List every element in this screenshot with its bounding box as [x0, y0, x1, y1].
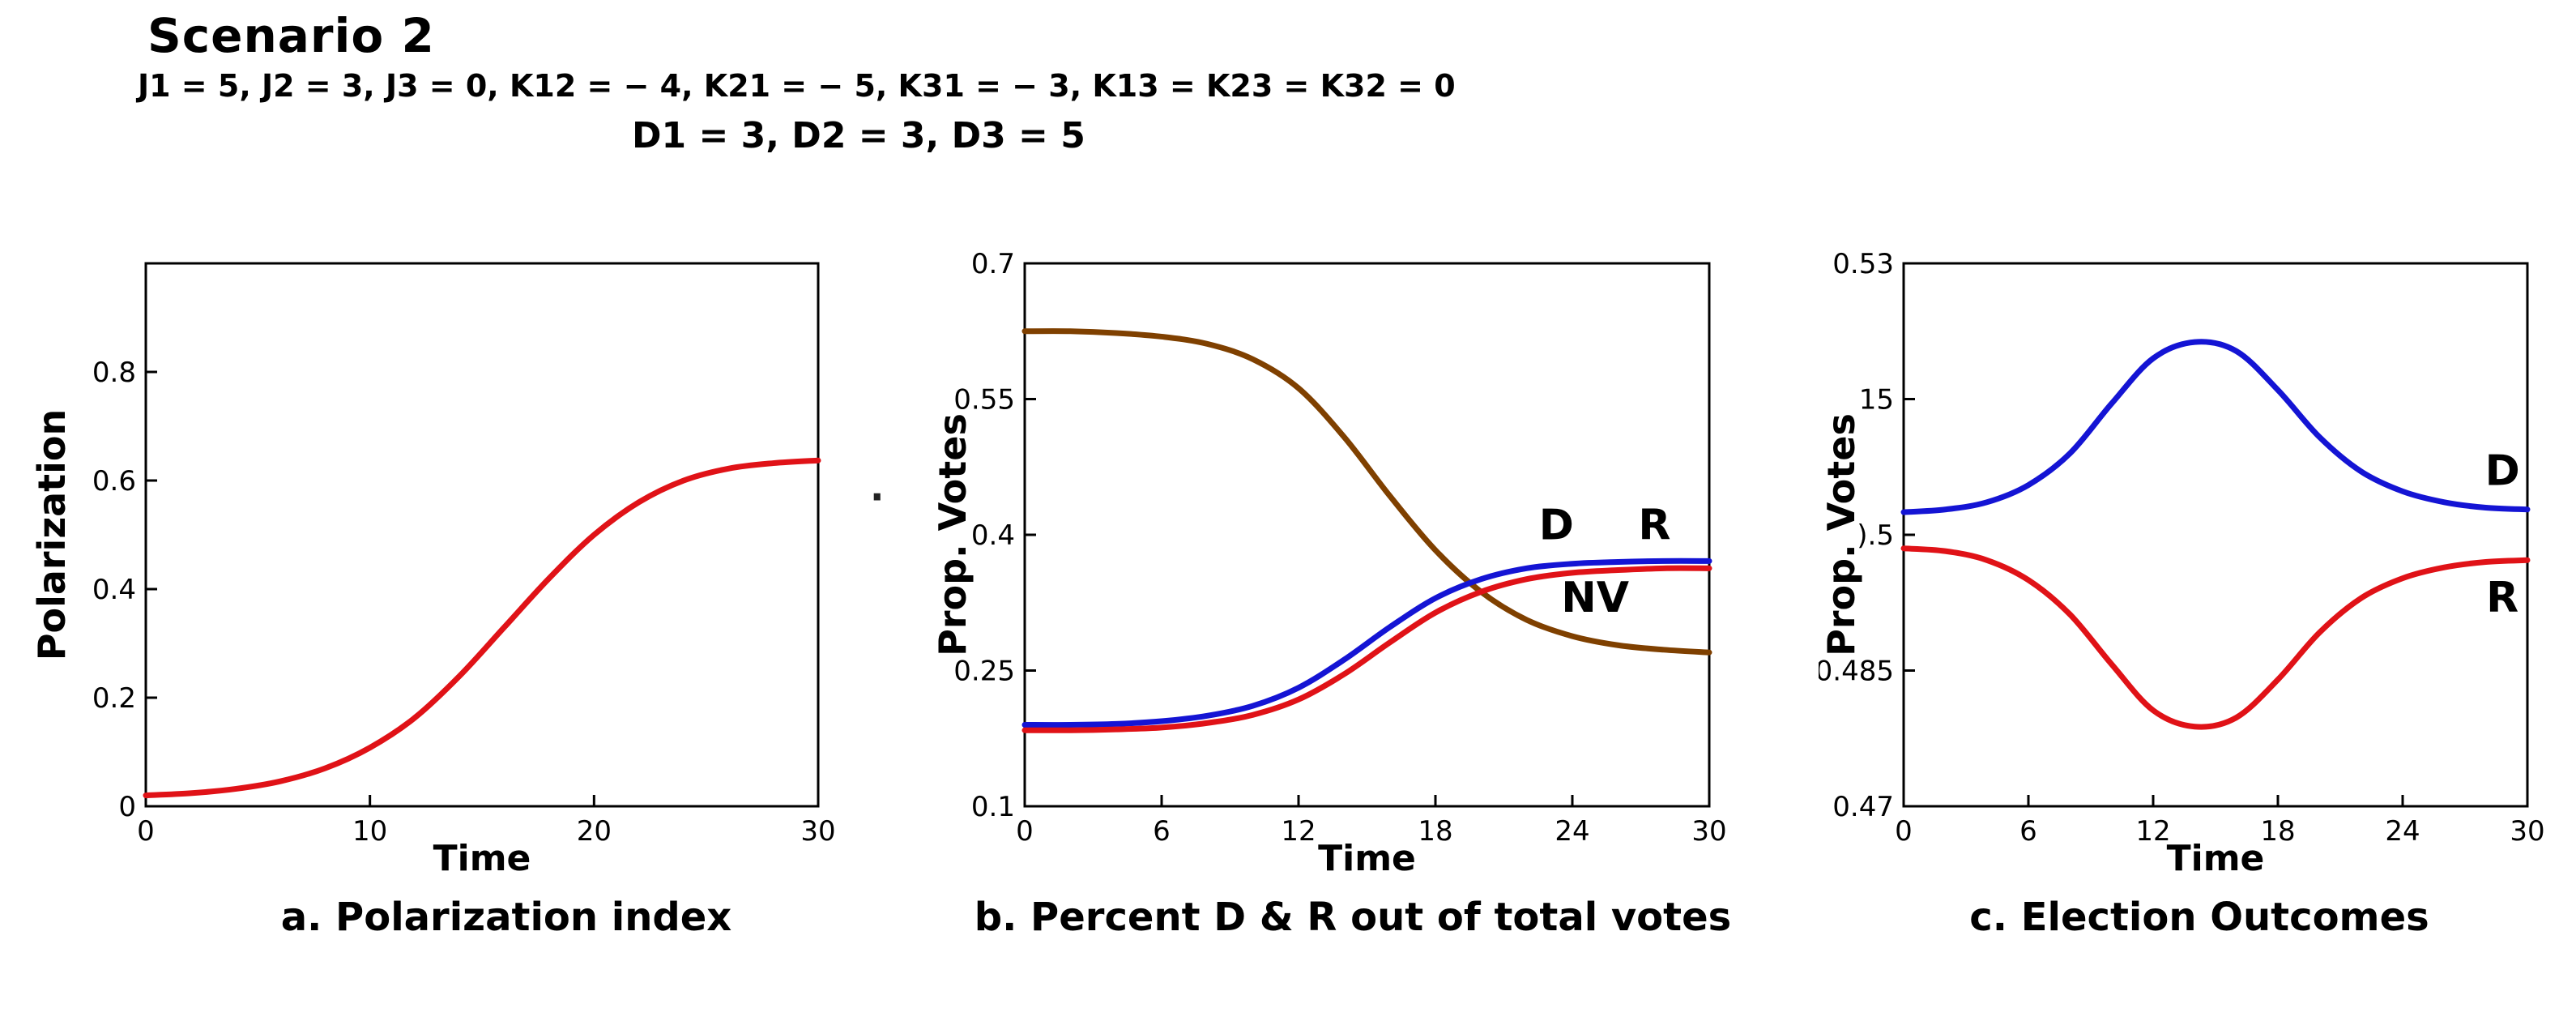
chart-percent-dr: · 0 6 12 18 24 30 0.1 0.25 0.4 0.55 0.7 Time Prop. V… — [870, 235, 1742, 940]
x-tick-label: 6 — [1153, 815, 1171, 848]
y-tick-label: 0.6 — [92, 465, 136, 498]
y-tick-label: 15 — [1859, 384, 1894, 417]
x-tick-label: 24 — [2385, 815, 2420, 848]
chart-election-outcomes-plot-area: 0 6 12 18 24 30 0.47 0.485 ).5 15 0.53 Time Prop. Vo… — [1819, 235, 2564, 883]
series-curve-D — [1021, 557, 1712, 728]
curve-label-R: R — [2486, 574, 2518, 622]
chart-canvas-polarization-index: 0 10 20 30 0 0.2 0.4 0.6 0.8 Time Polarization — [30, 262, 836, 879]
chart-polarization-plot-area: 0 10 20 30 0 0.2 0.4 0.6 0.8 Time Polarization — [24, 235, 851, 883]
series-curve-polarization — [143, 457, 821, 799]
x-tick-label: 30 — [1691, 815, 1726, 848]
y-tick-label: 0.25 — [953, 656, 1015, 688]
chart-election-outcomes: 0 6 12 18 24 30 0.47 0.485 ).5 15 0.53 Time Prop. Vo… — [1819, 235, 2564, 940]
y-tick-label: 0.47 — [1832, 791, 1894, 823]
x-tick-label: 20 — [577, 815, 612, 848]
x-axis-label: Time — [1318, 838, 1416, 879]
series-curve-D — [1900, 339, 2531, 515]
chart-percent-dr-plot-area: 0 6 12 18 24 30 0.1 0.25 0.4 0.55 0.7 Time Prop. Vot… — [932, 235, 1742, 883]
y-tick-label: 0.2 — [92, 682, 136, 715]
params-line-1: J1 = 5, J2 = 3, J3 = 0, K12 = − 4, K21 =… — [138, 68, 1456, 104]
y-axis-label: Prop. Votes — [932, 413, 975, 656]
chart-canvas-election-outcomes: 0 6 12 18 24 30 0.47 0.485 ).5 15 0.53 Time Prop. Vo… — [1819, 248, 2545, 879]
y-tick-label: 0.4 — [92, 574, 136, 606]
x-tick-label: 18 — [1418, 815, 1452, 848]
y-tick-label: 0.4 — [971, 519, 1015, 552]
x-tick-label: 30 — [2510, 815, 2544, 848]
x-tick-label: 0 — [1895, 815, 1913, 848]
chart-b-caption: b. Percent D & R out of total votes — [974, 895, 1732, 940]
chart-c-caption: c. Election Outcomes — [1969, 895, 2429, 940]
y-tick-label: ).5 — [1857, 519, 1894, 552]
x-tick-label: 18 — [2260, 815, 2295, 848]
x-tick-label: 10 — [352, 815, 387, 848]
y-tick-label: 0.7 — [971, 248, 1015, 280]
x-axis-label: Time — [2167, 838, 2265, 879]
series-curve-R — [1900, 545, 2531, 730]
series-curve-NV — [1021, 328, 1712, 656]
params-line-2: D1 = 3, D2 = 3, D3 = 5 — [632, 115, 1085, 156]
y-axis-label: Polarization — [30, 409, 74, 661]
plot-border — [144, 262, 820, 808]
x-axis-label: Time — [433, 838, 531, 879]
scenario-title: Scenario 2 — [147, 8, 435, 63]
y-axis-label: Prop. Votes — [1819, 413, 1863, 656]
chart-polarization-index: 0 10 20 30 0 0.2 0.4 0.6 0.8 Time Polarization a. … — [24, 235, 851, 940]
curve-label-D: D — [1539, 502, 1574, 550]
figure-header: Scenario 2 J1 = 5, J2 = 3, J3 = 0, K12 =… — [138, 8, 1456, 156]
y-tick-label: 0.8 — [92, 357, 136, 389]
curve-label-D: D — [2485, 447, 2520, 496]
y-tick-label: 0.55 — [953, 384, 1015, 417]
y-tick-label: 0 — [118, 791, 136, 823]
chart-a-caption: a. Polarization index — [280, 895, 732, 940]
artifact-dot: · — [870, 475, 885, 519]
curve-label-NV: NV — [1561, 574, 1629, 622]
curve-label-R: R — [1638, 502, 1670, 550]
x-tick-label: 30 — [800, 815, 835, 848]
x-tick-label: 12 — [1281, 815, 1316, 848]
x-tick-label: 0 — [137, 815, 155, 848]
y-tick-label: 0.1 — [971, 791, 1015, 823]
chart-canvas-percent-dr: 0 6 12 18 24 30 0.1 0.25 0.4 0.55 0.7 Time Prop. Vot… — [932, 248, 1727, 879]
x-tick-label: 6 — [2019, 815, 2037, 848]
x-tick-label: 24 — [1555, 815, 1589, 848]
y-tick-label: 0.485 — [1819, 656, 1894, 688]
y-tick-label: 0.53 — [1832, 248, 1894, 280]
series-curve-R — [1021, 565, 1712, 733]
x-tick-label: 12 — [2135, 815, 2170, 848]
x-tick-label: 0 — [1016, 815, 1034, 848]
